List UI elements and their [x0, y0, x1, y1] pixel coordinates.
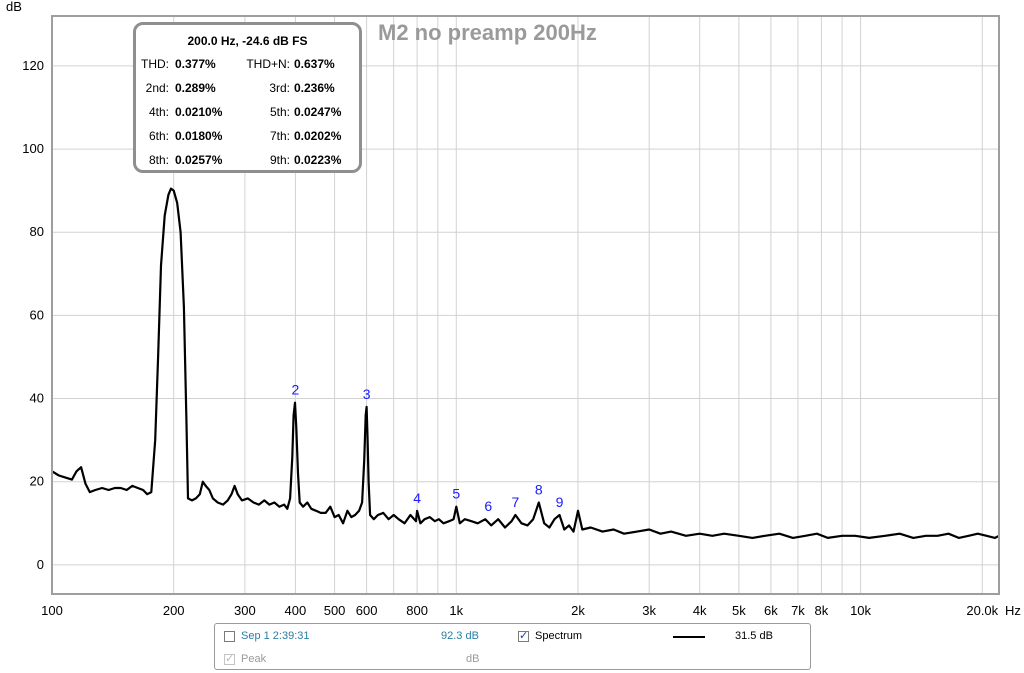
x-tick-label: 20.0k: [966, 603, 998, 618]
x-tick-label: 3k: [642, 603, 656, 618]
y-tick-label: 80: [30, 224, 44, 239]
info-label: THD+N:: [246, 57, 290, 71]
x-tick-label: 7k: [791, 603, 805, 618]
info-label: 8th:: [148, 153, 169, 167]
y-tick-label: 120: [22, 58, 44, 73]
x-tick-label: 100: [41, 603, 63, 618]
harmonic-marker-8: 8: [535, 482, 543, 498]
x-tick-label: 200: [163, 603, 185, 618]
info-row: THD: 0.377% THD+N: 0.637%: [136, 57, 359, 73]
info-value: 0.637%: [294, 57, 335, 71]
measurement-level: 92.3 dB: [441, 630, 479, 642]
chart-title: M2 no preamp 200Hz: [378, 20, 597, 45]
peak-checkbox[interactable]: ✓: [224, 653, 235, 665]
x-tick-label: 2k: [571, 603, 585, 618]
x-tick-label: 400: [285, 603, 307, 618]
series-layer: [51, 187, 1000, 539]
info-row: 2nd: 0.289% 3rd: 0.236%: [136, 81, 359, 97]
x-tick-label: 600: [356, 603, 378, 618]
harmonic-marker-2: 2: [292, 382, 300, 398]
info-label: 7th:: [269, 129, 290, 143]
info-label: 2nd:: [145, 81, 169, 95]
info-label: 3rd:: [269, 81, 290, 95]
y-tick-label: 0: [37, 557, 44, 572]
spectrum-trace: [51, 187, 1000, 539]
y-tick-label: 40: [30, 391, 44, 406]
x-tick-label: 5k: [732, 603, 746, 618]
spectrum-checkbox[interactable]: ✓: [518, 630, 529, 642]
info-label: 5th:: [269, 105, 290, 119]
info-label: 6th:: [148, 129, 169, 143]
x-tick-label: 800: [406, 603, 428, 618]
y-tick-label: 20: [30, 474, 44, 489]
y-axis-label: dB: [6, 0, 22, 14]
measurement-checkbox[interactable]: [224, 631, 235, 642]
x-tick-label: 8k: [815, 603, 829, 618]
info-value: 0.289%: [175, 81, 216, 95]
info-value: 0.377%: [175, 57, 216, 71]
measurement-label[interactable]: Sep 1 2:39:31: [241, 630, 310, 642]
info-value: 0.0247%: [294, 105, 342, 119]
y-tick-label: 100: [22, 141, 44, 156]
harmonic-marker-3: 3: [363, 386, 371, 402]
info-row: 6th: 0.0180% 7th: 0.0202%: [136, 129, 359, 145]
y-tick-label: 60: [30, 307, 44, 322]
x-tick-label: 1k: [449, 603, 463, 618]
x-tick-label: 10k: [850, 603, 871, 618]
info-value: 0.236%: [294, 81, 335, 95]
peak-level: dB: [466, 653, 480, 665]
x-axis-unit: Hz: [1005, 603, 1021, 618]
harmonic-marker-7: 7: [511, 494, 519, 510]
info-value: 0.0210%: [175, 105, 223, 119]
info-value: 0.0223%: [294, 153, 342, 167]
harmonic-markers: 2 3 4 5 6 789: [292, 382, 564, 514]
harmonic-marker-5: 5: [452, 486, 460, 502]
info-row: 4th: 0.0210% 5th: 0.0247%: [136, 105, 359, 121]
x-tick-label: 4k: [693, 603, 707, 618]
harmonic-marker-6: 6: [484, 498, 492, 514]
info-value: 0.0180%: [175, 129, 223, 143]
info-label: 4th:: [148, 105, 169, 119]
info-label: 9th:: [269, 153, 290, 167]
info-value: 0.0257%: [175, 153, 223, 167]
plot-frame: [51, 15, 1000, 595]
distortion-info-box: 200.0 Hz, -24.6 dB FS THD: 0.377% THD+N:…: [133, 22, 362, 173]
spectrum-line-swatch: [673, 636, 705, 638]
info-value: 0.0202%: [294, 129, 342, 143]
peak-label[interactable]: Peak: [241, 653, 267, 665]
y-axis-ticks: 0 20 40 60 80 100 120: [22, 58, 44, 572]
x-axis-ticks: 100 200 300 400 500 600 800 1k 2k 3k 4k 5k 6k 7k 8k 10k…: [41, 603, 999, 618]
x-tick-label: 500: [324, 603, 346, 618]
info-label: THD:: [141, 57, 169, 71]
harmonic-marker-4: 4: [413, 490, 421, 506]
legend-panel: Sep 1 2:39:31 92.3 dB ✓ Spectrum 31.5 dB…: [214, 623, 811, 670]
harmonic-marker-9: 9: [556, 494, 564, 510]
info-row: 8th: 0.0257% 9th: 0.0223%: [136, 153, 359, 169]
x-tick-label: 6k: [764, 603, 778, 618]
info-header: 200.0 Hz, -24.6 dB FS: [187, 34, 308, 48]
spectrum-label[interactable]: Spectrum: [535, 630, 583, 642]
spectrum-level: 31.5 dB: [735, 630, 773, 642]
x-tick-label: 300: [234, 603, 256, 618]
